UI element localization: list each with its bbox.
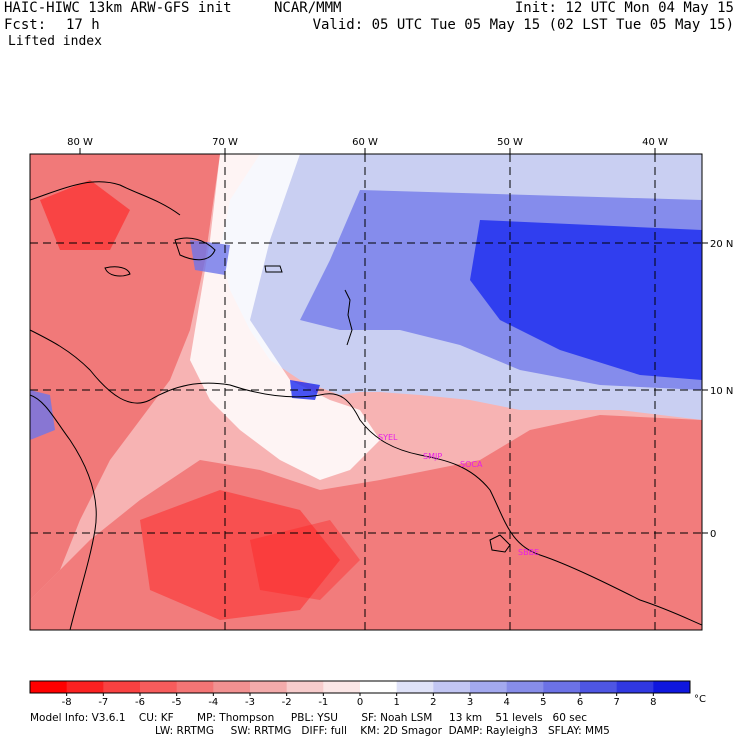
jamaica-coast	[104, 266, 131, 277]
colorbar-swatch	[653, 681, 691, 693]
colorbar-swatch	[396, 681, 434, 693]
org-label: NCAR/MMM	[274, 0, 342, 16]
colorbar-tick-label: 4	[503, 697, 509, 708]
field-shading	[30, 154, 702, 630]
field-name: Lifted index	[8, 34, 102, 49]
colorbar-tick-label: 0	[357, 697, 363, 708]
station-syel: SYEL	[378, 433, 398, 442]
color-bar: -8 -7 -6 -5 -4 -3 -2 -1 0 1 2 3 4 5 6 7 8	[29, 680, 691, 708]
colorbar-swatch	[433, 681, 471, 693]
colorbar-tick-label: -8	[62, 697, 72, 708]
cuba-coast	[29, 181, 181, 216]
lon-label-70w: 70 W	[212, 137, 238, 148]
forecast-hours: 17 h	[66, 17, 100, 33]
colorbar-swatch	[176, 681, 214, 693]
colorbar-swatch	[66, 681, 104, 693]
colorbar-tick-label: -6	[135, 697, 145, 708]
colorbar-tick-label: 8	[650, 697, 656, 708]
colorbar-swatch	[360, 681, 398, 693]
colorbar-tick-label: 6	[577, 697, 583, 708]
model-info-line1: Model Info: V3.6.1 CU: KF MP: Thompson P…	[30, 712, 587, 724]
hispaniola-coast	[174, 237, 216, 261]
pacific-coast	[29, 394, 97, 631]
coastlines	[29, 181, 703, 631]
colorbar-tick-label: -3	[245, 697, 255, 708]
colorbar-swatch	[213, 681, 251, 693]
station-sbbe: SBBE	[518, 548, 539, 557]
puerto-rico-coast	[264, 265, 283, 273]
lesser-antilles	[344, 289, 353, 346]
station-smjp: SMJP	[423, 452, 442, 461]
colorbar-tick-label: -4	[208, 697, 218, 708]
model-info-line2: LW: RRTMG SW: RRTMG DIFF: full KM: 2D Sm…	[155, 725, 610, 737]
south-america-north-coast	[29, 329, 703, 626]
lat-label-0: 0	[710, 529, 716, 540]
model-title: HAIC-HIWC 13km ARW-GFS init	[4, 0, 232, 16]
colorbar-tick-label: -7	[98, 697, 108, 708]
colorbar-swatch	[103, 681, 141, 693]
forecast-label: Fcst:	[4, 17, 47, 33]
station-soca: SOCA	[460, 460, 483, 469]
colorbar-swatch	[30, 681, 68, 693]
lon-label-50w: 50 W	[497, 137, 523, 148]
lat-label-10n: 10 N	[710, 386, 733, 397]
marajo-island	[489, 534, 511, 553]
colorbar-tick-label: 5	[540, 697, 546, 708]
lon-label-40w: 40 W	[642, 137, 668, 148]
colorbar-swatch	[543, 681, 581, 693]
valid-time: Valid: 05 UTC Tue 05 May 15 (02 LST Tue …	[312, 17, 734, 33]
init-time: Init: 12 UTC Mon 04 May 15	[514, 0, 734, 16]
colorbar-tick-label: 7	[613, 697, 619, 708]
colorbar-tick-label: 3	[467, 697, 473, 708]
colorbar-tick-label: -5	[172, 697, 182, 708]
colorbar-swatch	[616, 681, 654, 693]
colorbar-swatch	[580, 681, 618, 693]
colorbar-swatch	[323, 681, 361, 693]
colorbar-swatch	[506, 681, 544, 693]
graticule	[30, 154, 702, 630]
colorbar-tick-label: -1	[318, 697, 328, 708]
lat-label-20n: 20 N	[710, 239, 733, 250]
ticks	[79, 148, 708, 534]
map-frame	[29, 153, 703, 631]
lon-label-60w: 60 W	[352, 137, 378, 148]
colorbar-swatch	[286, 681, 324, 693]
colorbar-tick-label: 2	[430, 697, 436, 708]
colorbar-tick-label: 1	[393, 697, 399, 708]
colorbar-swatch	[250, 681, 288, 693]
colorbar-swatch	[470, 681, 508, 693]
colorbar-unit: °C	[694, 694, 706, 705]
colorbar-tick-label: -2	[282, 697, 292, 708]
station-labels: SYEL SMJP SOCA SBBE	[378, 433, 539, 557]
lon-label-80w: 80 W	[67, 137, 93, 148]
colorbar-swatch	[140, 681, 178, 693]
